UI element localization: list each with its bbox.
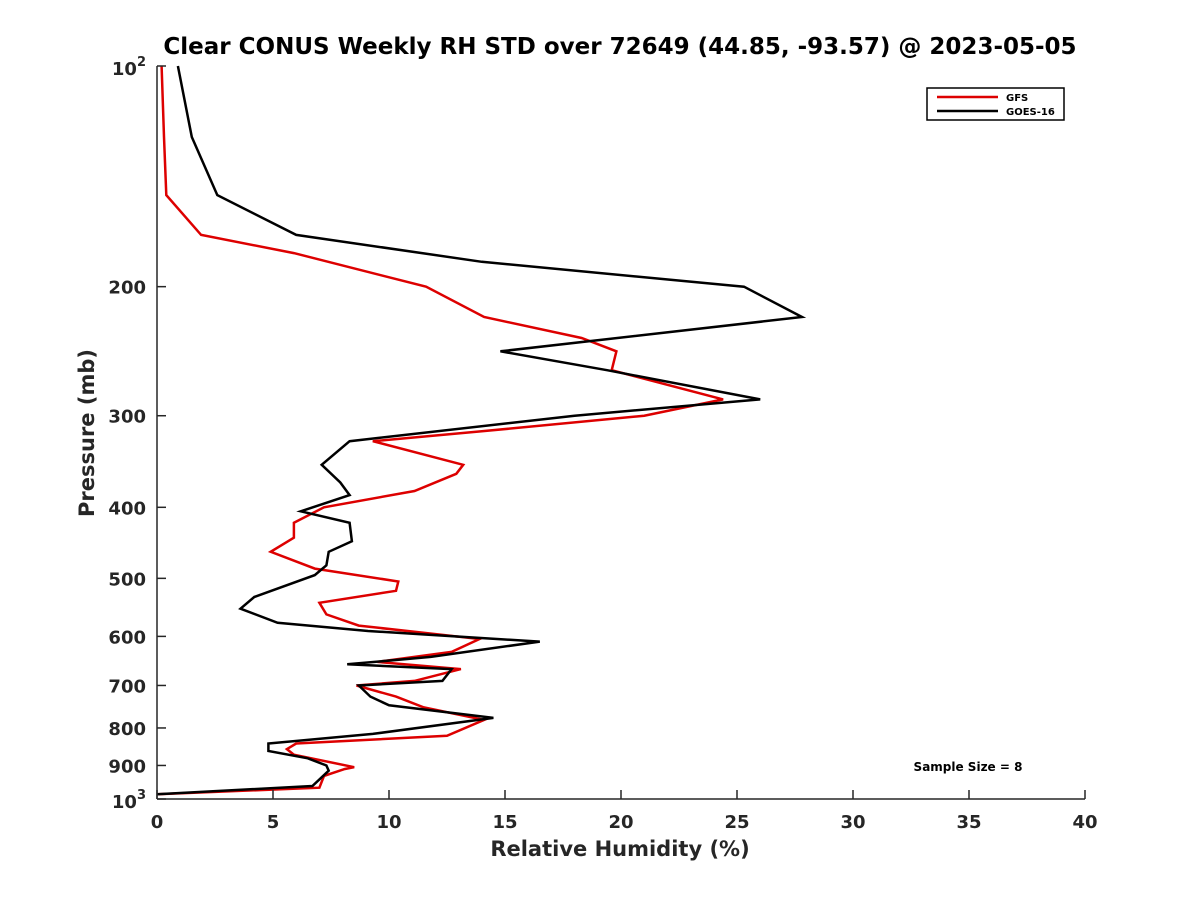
series-line-goes-16 [156, 65, 807, 796]
series-layer [156, 65, 807, 796]
y-decade-tick-label: 103 [112, 788, 146, 813]
x-tick-label: 20 [608, 812, 633, 833]
series-line-gfs [156, 65, 724, 796]
y-tick-label: 600 [108, 627, 146, 648]
chart-title: Clear CONUS Weekly RH STD over 72649 (44… [163, 34, 1076, 60]
y-tick-label: 300 [108, 407, 146, 428]
y-tick-label: 500 [108, 569, 146, 590]
x-tick-label: 5 [267, 812, 280, 833]
x-tick-label: 40 [1072, 812, 1097, 833]
x-axis-label: Relative Humidity (%) [490, 837, 749, 861]
x-tick-label: 0 [151, 812, 164, 833]
legend: GFS GOES-16 [926, 87, 1065, 121]
legend-label-gfs: GFS [1006, 93, 1028, 104]
x-tick-label: 25 [724, 812, 749, 833]
y-decade-tick-label: 102 [112, 55, 146, 80]
x-tick-label: 30 [840, 812, 865, 833]
x-axis: 0 5 10 15 20 25 30 35 40 [151, 790, 1098, 833]
x-tick-label: 10 [376, 812, 401, 833]
y-axis: 200 300 400 500 600 700 800 900 102 103 [108, 55, 166, 813]
y-tick-label: 400 [108, 498, 146, 519]
y-axis-label: Pressure (mb) [75, 349, 99, 517]
plot-area: 0 5 10 15 20 25 30 35 40 200 300 400 500 600 700 800 90… [108, 55, 1097, 833]
legend-label-goes-16: GOES-16 [1006, 107, 1055, 118]
sample-size-annotation: Sample Size = 8 [914, 760, 1023, 774]
x-tick-label: 15 [492, 812, 517, 833]
y-tick-label: 800 [108, 719, 146, 740]
x-tick-label: 35 [956, 812, 981, 833]
y-tick-label: 200 [108, 278, 146, 299]
y-tick-label: 700 [108, 676, 146, 697]
legend-box [926, 87, 1065, 121]
y-tick-label: 900 [108, 756, 146, 777]
